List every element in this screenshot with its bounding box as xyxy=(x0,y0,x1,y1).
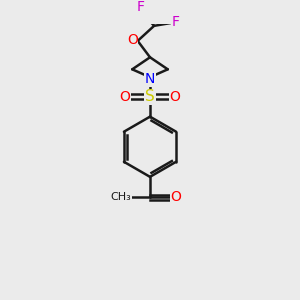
Text: F: F xyxy=(172,15,180,29)
Text: S: S xyxy=(145,89,155,104)
Text: O: O xyxy=(127,32,138,46)
Text: CH₃: CH₃ xyxy=(110,192,131,203)
Text: O: O xyxy=(170,90,181,104)
Text: O: O xyxy=(170,190,181,204)
Text: F: F xyxy=(136,0,144,14)
Text: N: N xyxy=(145,72,155,86)
Text: O: O xyxy=(119,90,130,104)
